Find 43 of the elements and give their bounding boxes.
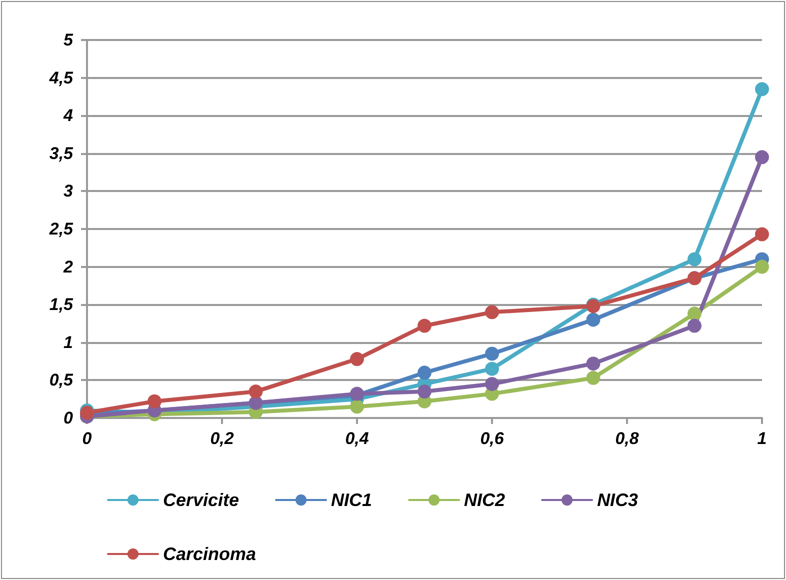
y-tick-label: 3 [64,182,74,201]
point [688,306,702,321]
point [485,362,499,376]
point [755,82,769,96]
y-tick-label: 4 [62,106,74,126]
y-tick-label: 0,5 [49,370,74,390]
y-tick-label: 0 [64,408,74,428]
point [586,356,600,371]
y-tick-label: 4,5 [48,68,74,88]
legend-label: Carcinoma [163,544,256,564]
legend-label: Cervicite [163,490,240,510]
point [248,384,263,399]
y-tick-label: 3,5 [49,144,74,163]
legend-label: NIC1 [331,490,372,510]
point [586,312,600,327]
x-tick-label: 0 [82,429,92,448]
point [755,150,769,164]
y-tick-label: 1,5 [49,295,74,314]
point [418,366,432,380]
point [688,252,702,266]
legend-label: NIC3 [597,490,638,510]
point [485,376,499,391]
point [148,394,162,408]
y-tick-label: 1 [64,332,73,352]
y-tick-label: 2,5 [48,220,74,238]
point [350,352,364,366]
point [688,318,702,333]
point [755,260,769,274]
point [350,400,364,414]
y-tick-label: 5 [64,30,74,50]
x-tick-label: 0,8 [615,429,640,448]
legend-label: NIC2 [464,490,506,510]
point [418,318,432,333]
point [485,305,499,320]
point [586,370,600,385]
x-tick-label: 0,6 [480,429,504,448]
y-tick-label: 2 [62,257,74,276]
point [485,346,499,361]
x-tick-label: 0,2 [210,429,234,448]
point [418,384,432,399]
x-tick-label: 1 [757,429,767,448]
x-tick-label: 0,4 [345,429,370,448]
point [755,227,769,242]
